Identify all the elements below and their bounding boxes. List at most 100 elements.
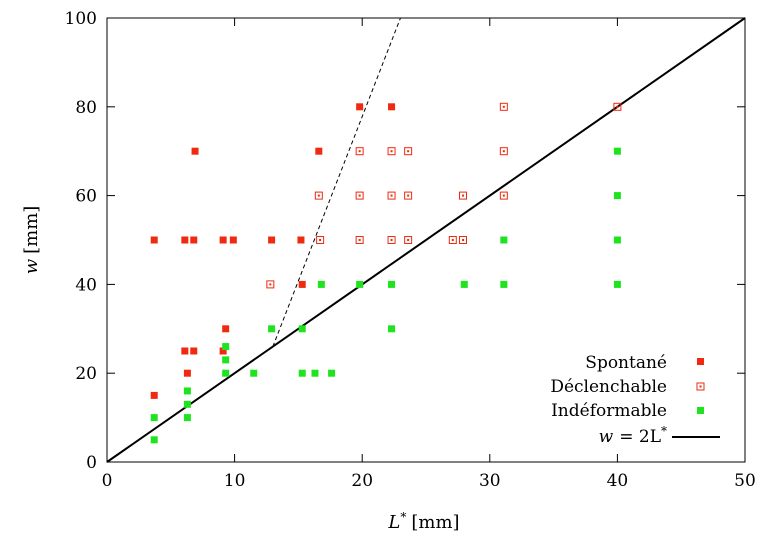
point-spontane bbox=[388, 103, 396, 111]
point-indeformable bbox=[500, 236, 508, 244]
y-tick-label: 20 bbox=[75, 364, 97, 384]
point-spontane bbox=[315, 147, 323, 155]
legend-marker-spontane bbox=[697, 358, 704, 365]
point-declenchable-center bbox=[317, 194, 320, 197]
point-declenchable-center bbox=[358, 194, 361, 197]
point-indeformable bbox=[613, 192, 621, 200]
point-declenchable bbox=[404, 191, 413, 200]
point-indeformable bbox=[222, 369, 230, 377]
point-spontane bbox=[219, 236, 227, 244]
point-spontane bbox=[219, 347, 227, 355]
point-declenchable-center bbox=[407, 239, 410, 241]
point-declenchable bbox=[459, 236, 468, 244]
point-declenchable-center bbox=[407, 150, 410, 153]
point-spontane bbox=[222, 325, 230, 333]
x-axis-unit: [mm] bbox=[411, 512, 459, 533]
point-indeformable bbox=[613, 147, 621, 155]
point-declenchable bbox=[387, 147, 396, 156]
legend-label-spontane: Spontané bbox=[585, 353, 667, 373]
legend-label-declenchable: Déclenchable bbox=[550, 377, 667, 397]
point-indeformable bbox=[183, 400, 191, 408]
plot-frame bbox=[106, 17, 746, 463]
point-indeformable bbox=[356, 280, 364, 288]
point-declenchable-center bbox=[502, 150, 505, 153]
data-points bbox=[150, 102, 622, 444]
y-axis-label: w [mm] bbox=[21, 206, 42, 275]
point-declenchable bbox=[499, 102, 508, 111]
point-declenchable bbox=[355, 191, 364, 200]
point-indeformable bbox=[613, 280, 621, 288]
point-declenchable-center bbox=[502, 105, 505, 108]
point-indeformable bbox=[500, 280, 508, 288]
point-indeformable bbox=[388, 325, 396, 333]
legend-line-variable: w bbox=[599, 427, 614, 447]
point-spontane bbox=[356, 103, 364, 111]
point-declenchable-center bbox=[358, 239, 361, 241]
point-indeformable bbox=[222, 356, 230, 364]
y-tick-label: 100 bbox=[65, 9, 97, 29]
y-tick-label: 0 bbox=[86, 453, 97, 473]
point-indeformable bbox=[328, 369, 336, 377]
dashed-boundary-line bbox=[272, 17, 401, 347]
point-declenchable-center bbox=[407, 194, 410, 197]
point-declenchable bbox=[448, 236, 457, 244]
legend-line-superscript: * bbox=[661, 424, 667, 438]
point-declenchable bbox=[459, 191, 468, 200]
point-declenchable-center bbox=[269, 283, 272, 286]
y-tick-label: 80 bbox=[75, 98, 97, 118]
point-indeformable bbox=[222, 343, 230, 351]
point-declenchable bbox=[316, 236, 325, 244]
point-indeformable bbox=[298, 369, 306, 377]
legend-label-line: w = 2L* bbox=[599, 424, 667, 447]
axes bbox=[106, 17, 746, 463]
point-indeformable bbox=[317, 280, 325, 288]
point-declenchable-center bbox=[390, 150, 393, 153]
line-w-2L bbox=[106, 17, 746, 463]
point-declenchable bbox=[404, 147, 413, 156]
point-declenchable bbox=[499, 147, 508, 156]
point-declenchable bbox=[499, 191, 508, 200]
point-declenchable-center bbox=[390, 239, 393, 241]
point-declenchable-center bbox=[319, 239, 322, 241]
point-indeformable bbox=[250, 369, 258, 377]
point-indeformable bbox=[298, 325, 306, 333]
point-declenchable bbox=[387, 191, 396, 200]
reference-lines bbox=[106, 17, 746, 463]
point-declenchable bbox=[404, 236, 413, 244]
legend-marker-indeformable bbox=[697, 407, 704, 414]
point-indeformable bbox=[311, 369, 319, 377]
y-axis-variable: w bbox=[21, 258, 42, 274]
legend-label-indeformable: Indéformable bbox=[551, 401, 667, 421]
point-spontane bbox=[190, 236, 198, 244]
legend-marker-declenchable bbox=[696, 382, 705, 391]
point-spontane bbox=[181, 236, 189, 244]
point-declenchable bbox=[355, 236, 364, 244]
point-indeformable bbox=[613, 236, 621, 244]
point-declenchable bbox=[266, 280, 275, 289]
point-spontane bbox=[297, 236, 305, 244]
point-spontane bbox=[298, 280, 306, 288]
point-declenchable-center bbox=[462, 239, 465, 241]
point-indeformable bbox=[183, 414, 191, 422]
point-declenchable-center bbox=[462, 194, 465, 197]
point-indeformable bbox=[460, 280, 468, 288]
point-spontane bbox=[190, 347, 198, 355]
y-tick-label: 60 bbox=[75, 187, 97, 207]
x-axis-label: L* [mm] bbox=[387, 510, 459, 533]
point-declenchable bbox=[613, 102, 622, 111]
point-indeformable bbox=[268, 325, 276, 333]
legend: Spontané Déclenchable Indéformable w = 2L… bbox=[550, 353, 720, 447]
point-declenchable-center bbox=[502, 194, 505, 197]
point-spontane bbox=[150, 236, 158, 244]
point-spontane bbox=[181, 347, 189, 355]
x-axis-variable: L bbox=[387, 512, 400, 533]
point-spontane bbox=[229, 236, 237, 244]
point-indeformable bbox=[150, 414, 158, 422]
x-axis-variable-superscript: * bbox=[400, 510, 406, 524]
x-tick-label: 0 bbox=[102, 471, 113, 491]
point-spontane bbox=[268, 236, 276, 244]
x-tick-label: 10 bbox=[224, 471, 246, 491]
point-spontane bbox=[191, 147, 199, 155]
y-axis-unit: [mm] bbox=[21, 206, 42, 254]
